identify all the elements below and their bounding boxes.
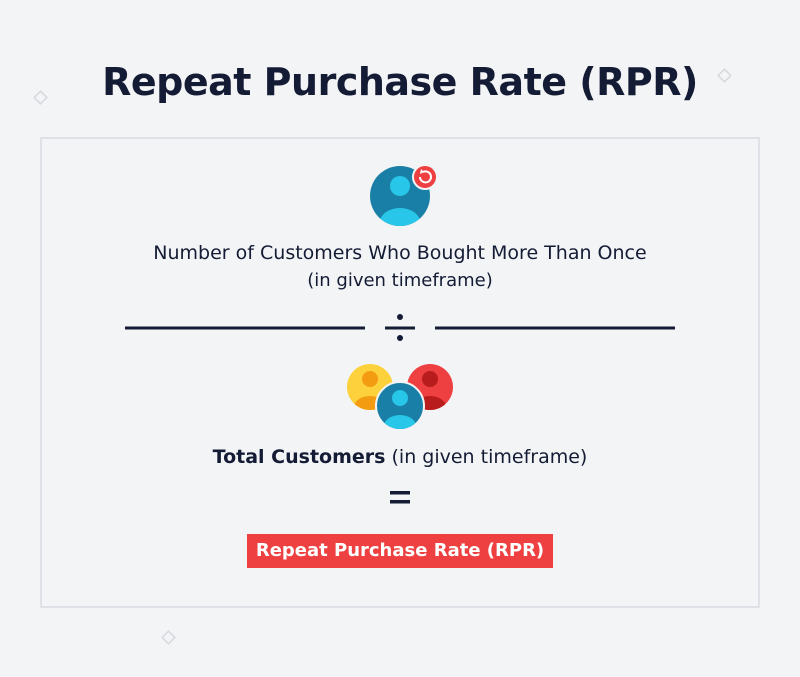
title: Repeat Purchase Rate (RPR) [102, 60, 698, 104]
denominator: Total Customers (in given timeframe) [0, 446, 800, 468]
denominator-note: (in given timeframe) [391, 446, 588, 468]
result-label: Repeat Purchase Rate (RPR) [247, 534, 553, 568]
numerator-note: (in given timeframe) [307, 270, 493, 291]
divide-line [125, 314, 675, 341]
numerator-label: Number of Customers Who Bought More Than… [153, 242, 647, 264]
customers-icon [347, 364, 453, 431]
denominator-label: Total Customers [212, 446, 386, 468]
equals-sign [390, 491, 410, 504]
repeat-customer-icon [370, 164, 438, 226]
